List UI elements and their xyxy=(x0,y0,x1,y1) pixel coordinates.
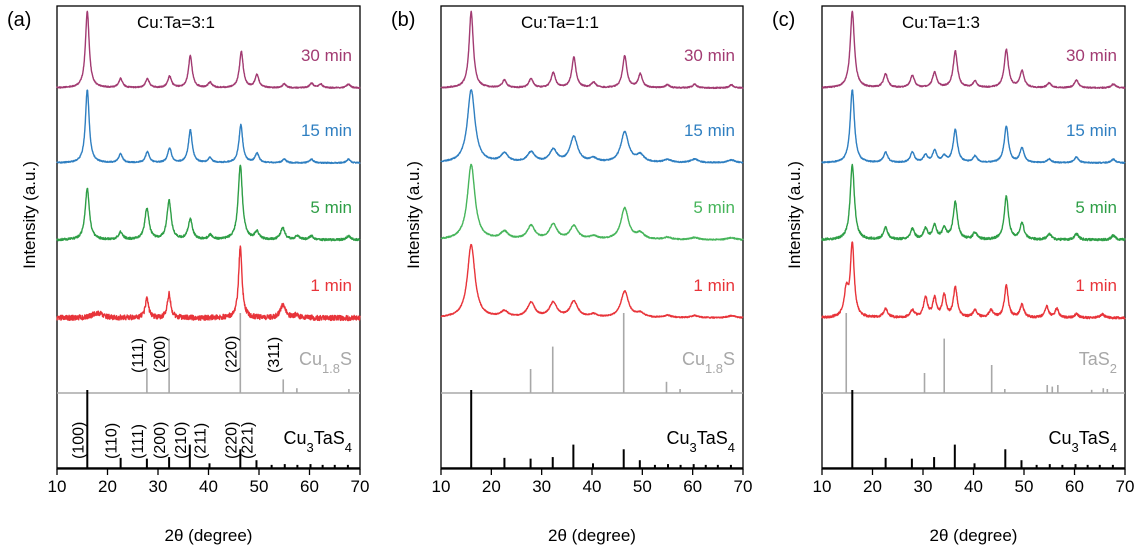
reference-label: Cu3TaS4 xyxy=(667,428,735,455)
panel-title: Cu:Ta=3:1 xyxy=(137,13,215,32)
hkl-annotation: (210) xyxy=(173,422,190,459)
x-tick-label: 60 xyxy=(1065,477,1084,496)
hkl-annotation: (220) xyxy=(223,422,240,459)
hkl-annotation: (311) xyxy=(266,337,283,373)
y-axis-label: Intensity (a.u.) xyxy=(404,161,423,269)
panel-title: Cu:Ta=1:3 xyxy=(902,13,980,32)
x-axis-label: 2θ (degree) xyxy=(930,526,1018,545)
panel-label: (a) xyxy=(7,9,31,31)
series-label: 5 min xyxy=(1075,198,1117,217)
series-line-2 xyxy=(440,163,744,241)
series-line-0 xyxy=(821,10,1126,89)
series-label: 1 min xyxy=(310,276,352,295)
x-tick-label: 40 xyxy=(199,477,218,496)
x-axis-label: 2θ (degree) xyxy=(165,526,253,545)
series-label: 15 min xyxy=(301,121,352,140)
x-tick-label: 10 xyxy=(432,477,451,496)
series-label: 1 min xyxy=(1075,276,1117,295)
series-label: 30 min xyxy=(301,46,352,65)
hkl-annotation: (200) xyxy=(152,336,169,373)
hkl-annotation: (200) xyxy=(152,422,169,459)
panel-label: (c) xyxy=(772,9,795,31)
series-label: 5 min xyxy=(310,198,352,217)
x-axis-label: 2θ (degree) xyxy=(548,526,636,545)
x-tick-label: 60 xyxy=(683,477,702,496)
x-tick-label: 30 xyxy=(532,477,551,496)
hkl-annotation: (211) xyxy=(193,423,210,459)
hkl-annotation: (111) xyxy=(130,424,147,459)
x-tick-label: 20 xyxy=(482,477,501,496)
x-tick-label: 50 xyxy=(1015,477,1034,496)
series-line-0 xyxy=(56,10,361,90)
series-line-3 xyxy=(56,245,361,322)
x-tick-label: 10 xyxy=(813,477,832,496)
reference-label: TaS2 xyxy=(1079,349,1117,376)
series-label: 30 min xyxy=(1066,46,1117,65)
x-tick-label: 60 xyxy=(300,477,319,496)
series-label: 15 min xyxy=(1066,121,1117,140)
series-line-1 xyxy=(56,89,361,165)
series-label: 30 min xyxy=(684,46,735,65)
hkl-annotation: (220) xyxy=(223,336,240,373)
x-tick-label: 70 xyxy=(351,477,370,496)
series-label: 1 min xyxy=(693,276,735,295)
series-line-3 xyxy=(440,243,744,319)
reference-label: Cu1.8S xyxy=(299,349,352,376)
hkl-annotation: (221) xyxy=(239,422,256,459)
x-tick-label: 70 xyxy=(734,477,753,496)
panel-title: Cu:Ta=1:1 xyxy=(521,13,599,32)
hkl-annotation: (110) xyxy=(104,423,121,459)
x-tick-label: 40 xyxy=(964,477,983,496)
x-tick-label: 50 xyxy=(633,477,652,496)
series-line-1 xyxy=(440,89,744,164)
series-line-2 xyxy=(821,163,1126,242)
x-tick-label: 30 xyxy=(914,477,933,496)
series-line-1 xyxy=(821,89,1126,164)
x-tick-label: 30 xyxy=(149,477,168,496)
y-axis-label: Intensity (a.u.) xyxy=(20,161,39,269)
x-tick-label: 20 xyxy=(98,477,117,496)
x-tick-label: 10 xyxy=(48,477,67,496)
x-tick-label: 20 xyxy=(863,477,882,496)
y-axis-label: Intensity (a.u.) xyxy=(785,161,804,269)
panel-1: 30 min 15 min 5 min 1 min Cu1.8S Cu3TaS4 10 20 3… xyxy=(391,5,753,545)
reference-label: Cu3TaS4 xyxy=(1049,428,1117,455)
reference-label: Cu3TaS4 xyxy=(284,428,352,455)
hkl-annotation: (111) xyxy=(130,338,147,373)
panel-0: 30 min 15 min 5 min 1 min Cu1.8S Cu3TaS4 (111)… xyxy=(7,5,370,545)
series-label: 5 min xyxy=(693,198,735,217)
reference-label: Cu1.8S xyxy=(682,349,735,376)
panel-label: (b) xyxy=(391,9,415,31)
x-tick-label: 70 xyxy=(1116,477,1135,496)
series-line-2 xyxy=(56,164,361,242)
series-line-0 xyxy=(440,10,744,90)
series-line-3 xyxy=(821,241,1126,320)
hkl-annotation: (100) xyxy=(70,422,87,459)
series-label: 15 min xyxy=(684,121,735,140)
panel-2: 30 min 15 min 5 min 1 min TaS2 Cu3TaS4 10 20 30 4… xyxy=(772,5,1135,545)
x-tick-label: 50 xyxy=(250,477,269,496)
x-tick-label: 40 xyxy=(583,477,602,496)
